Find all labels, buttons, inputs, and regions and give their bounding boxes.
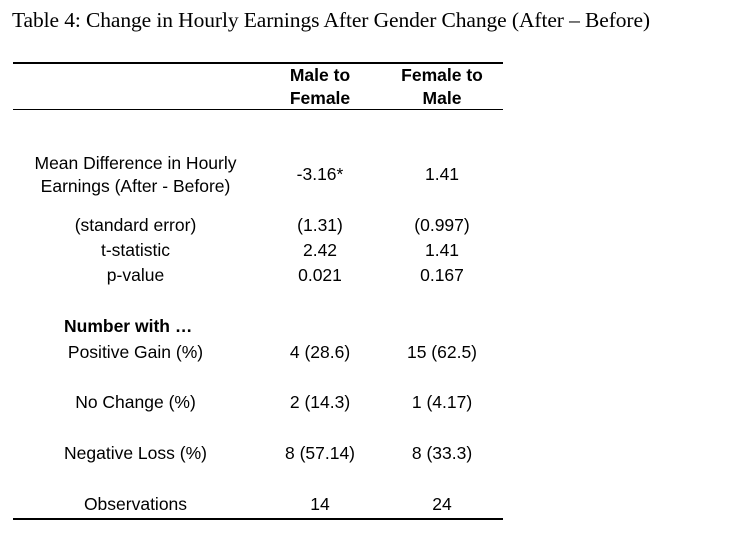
row-label-std-error: (standard error) (74, 215, 197, 235)
top-rule (13, 62, 503, 64)
row-label-observations: Observations (83, 494, 188, 514)
header-female-to-male-line2: Male (422, 88, 462, 108)
section-label-number-with: Number with … (64, 316, 193, 336)
cell-positive-gain-mtf: 4 (28.6) (289, 342, 351, 362)
row-label-no-change: No Change (%) (75, 392, 196, 412)
cell-t-stat-ftm: 1.41 (424, 240, 460, 260)
cell-mean-diff-mtf: -3.16* (296, 164, 344, 184)
table-title: Table 4: Change in Hourly Earnings After… (12, 8, 650, 32)
row-label-mean-diff-line2: Earnings (After - Before) (40, 176, 231, 196)
cell-negative-loss-ftm: 8 (33.3) (411, 443, 473, 463)
cell-p-value-ftm: 0.167 (420, 265, 464, 285)
cell-p-value-mtf: 0.021 (298, 265, 342, 285)
cell-t-stat-mtf: 2.42 (302, 240, 338, 260)
cell-std-error-ftm: (0.997) (414, 215, 470, 235)
row-label-p-value: p-value (106, 265, 165, 285)
cell-observations-mtf: 14 (310, 494, 330, 514)
row-label-t-stat: t-statistic (100, 240, 171, 260)
row-label-negative-loss: Negative Loss (%) (64, 443, 207, 463)
cell-no-change-ftm: 1 (4.17) (411, 392, 473, 412)
header-rule (13, 109, 503, 110)
header-male-to-female-line2: Female (289, 88, 351, 108)
bottom-rule (13, 518, 503, 520)
cell-mean-diff-ftm: 1.41 (424, 164, 460, 184)
cell-std-error-mtf: (1.31) (297, 215, 343, 235)
cell-negative-loss-mtf: 8 (57.14) (284, 443, 356, 463)
row-label-positive-gain: Positive Gain (%) (67, 342, 204, 362)
row-label-mean-diff-line1: Mean Difference in Hourly (34, 153, 237, 173)
cell-positive-gain-ftm: 15 (62.5) (406, 342, 478, 362)
header-male-to-female-line1: Male to (289, 65, 351, 85)
cell-observations-ftm: 24 (432, 494, 452, 514)
header-female-to-male-line1: Female to (401, 65, 483, 85)
cell-no-change-mtf: 2 (14.3) (289, 392, 351, 412)
